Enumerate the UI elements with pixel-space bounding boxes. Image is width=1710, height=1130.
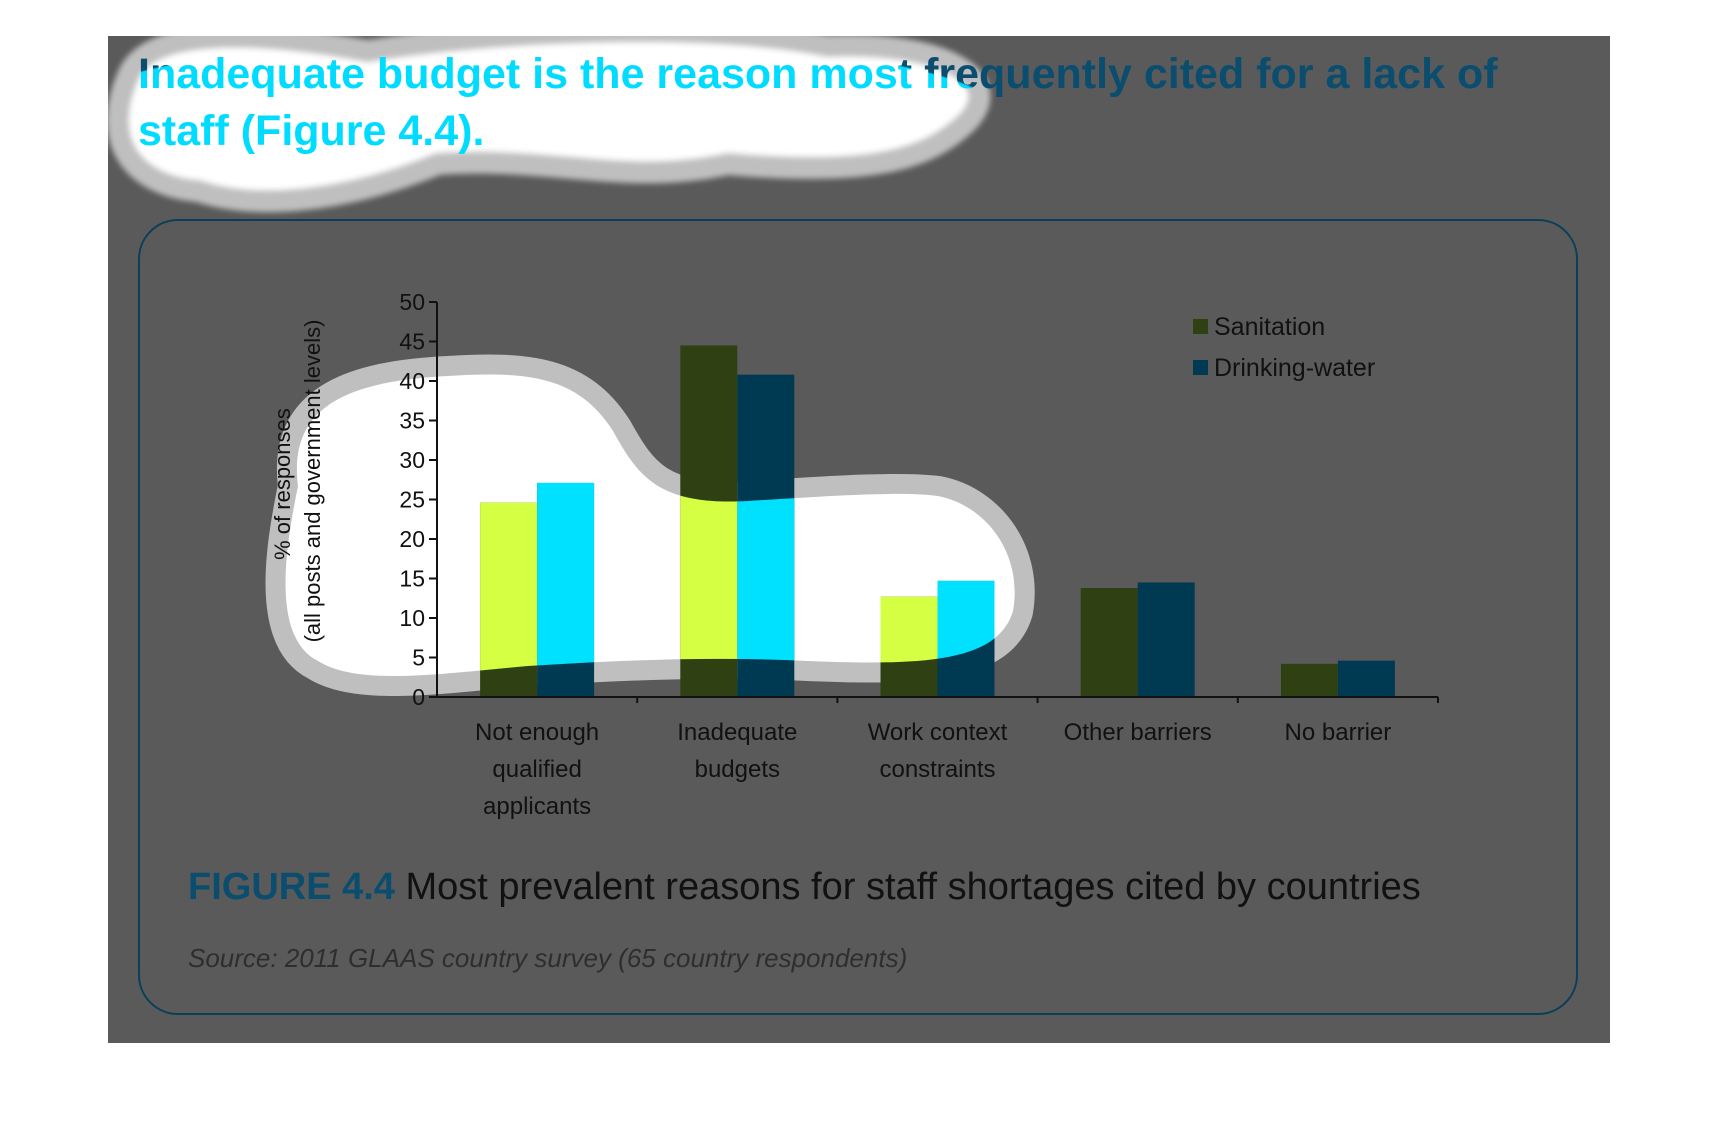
legend-label-drinking-water: Drinking-water	[1214, 354, 1375, 382]
y-tick-label: 45	[399, 329, 425, 355]
x-tick-label-other-barriers: Other barriers	[1064, 719, 1212, 746]
y-tick-label: 25	[399, 487, 425, 513]
chart-legend: Sanitation Drinking-water	[1193, 313, 1375, 382]
x-tick-label-line: applicants	[483, 793, 591, 820]
bar-drinking-water-other-barriers	[1137, 582, 1195, 697]
legend-label-sanitation: Sanitation	[1214, 313, 1325, 341]
y-tick-label: 40	[399, 368, 425, 394]
bar-highlight-drinking-water-not-enough-qualified-applicants	[537, 482, 595, 677]
bars-highlighted	[480, 374, 995, 677]
x-tick-label-work-context-constraints: Work context constraints	[868, 719, 1008, 783]
x-tick-label-no-barrier: No barrier	[1285, 719, 1392, 746]
x-tick-label-line: Work context	[868, 719, 1008, 746]
y-tick-label: 10	[399, 605, 425, 631]
figure-label: FIGURE 4.4	[188, 866, 395, 908]
y-tick-label: 30	[399, 447, 425, 473]
x-tick-label-line: Not enough	[475, 719, 599, 746]
y-axis-title-line-2: (all posts and government levels)	[300, 320, 325, 643]
figure-source: Source: 2011 GLAAS country survey (65 co…	[188, 943, 908, 973]
figure-caption: FIGURE 4.4 Most prevalent reasons for st…	[188, 866, 1421, 909]
bar-sanitation-no-barrier	[1280, 663, 1338, 697]
y-tick-label: 15	[399, 566, 425, 592]
legend-swatch-drinking-water	[1193, 360, 1208, 375]
bar-sanitation-other-barriers	[1080, 587, 1138, 697]
y-tick-label: 0	[412, 684, 425, 710]
x-tick-label-line: Other barriers	[1064, 719, 1212, 746]
x-tick-label-line: qualified	[492, 756, 581, 783]
legend-swatch-sanitation	[1193, 319, 1208, 334]
bar-drinking-water-no-barrier	[1337, 660, 1395, 697]
axes: Not enough qualified applicants Inadequate b…	[399, 289, 1439, 820]
page: Inadequate budget is the reason most fre…	[108, 36, 1610, 1043]
x-tick-label-line: constraints	[879, 756, 995, 783]
y-tick-label: 20	[399, 526, 425, 552]
y-tick-label: 5	[412, 645, 425, 671]
figure-box	[138, 219, 1578, 1015]
bar-highlight-sanitation-not-enough-qualified-applicants	[480, 502, 538, 677]
y-axis-title: % of responses (all posts and government…	[270, 320, 325, 643]
x-tick-label-line: No barrier	[1285, 719, 1392, 746]
x-tick-label-line: budgets	[695, 756, 780, 783]
x-tick-label-not-enough-qualified-applicants: Not enough qualified applicants	[475, 719, 599, 820]
figure-title: Most prevalent reasons for staff shortag…	[405, 866, 1421, 908]
y-axis-title-line-1: % of responses	[270, 408, 295, 560]
x-tick-label-inadequate-budgets: Inadequate budgets	[677, 719, 797, 783]
bar-chart: Not enough qualified applicants Inadequate b…	[108, 289, 1439, 820]
page-heading: Inadequate budget is the reason most fre…	[138, 46, 1578, 160]
y-tick-label: 50	[399, 289, 425, 315]
x-tick-label-line: Inadequate	[677, 719, 797, 746]
y-tick-label: 35	[399, 408, 425, 434]
